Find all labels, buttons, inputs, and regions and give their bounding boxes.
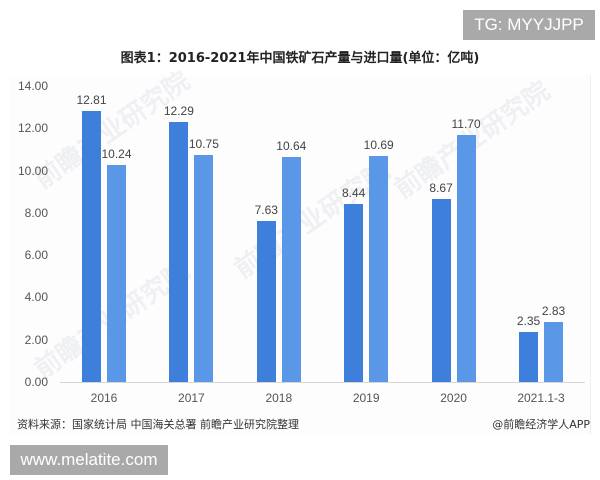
data-label: 2.35 bbox=[516, 314, 541, 329]
x-tick-label: 2020 bbox=[440, 391, 467, 405]
site-watermark-badge: www.melatite.com bbox=[10, 445, 168, 475]
y-tick-label: 2.00 bbox=[24, 332, 48, 347]
source-note: 资料来源：国家统计局 中国海关总署 前瞻产业研究院整理 bbox=[17, 418, 299, 431]
chart-title: 图表1：2016-2021年中国铁矿石产量与进口量(单位：亿吨) bbox=[120, 51, 480, 66]
y-tick-label: 14.00 bbox=[17, 79, 48, 93]
bar-production bbox=[431, 198, 451, 382]
y-tick-label: 12.00 bbox=[17, 121, 48, 136]
bar-import bbox=[369, 155, 389, 382]
y-tick-label: 4.00 bbox=[24, 290, 48, 305]
tg-watermark-badge: TG: MYYJJPP bbox=[463, 10, 595, 40]
credit-note: @前瞻经济学人APP bbox=[492, 418, 590, 431]
y-tick-label: 10.00 bbox=[17, 163, 48, 178]
data-label: 2.83 bbox=[541, 304, 566, 319]
data-label: 10.24 bbox=[101, 147, 132, 162]
y-tick-label: 8.00 bbox=[24, 205, 48, 220]
bar-import bbox=[107, 165, 126, 382]
bar-import bbox=[456, 134, 476, 382]
data-label: 7.63 bbox=[254, 202, 278, 217]
data-label: 10.64 bbox=[276, 139, 307, 154]
data-label: 8.67 bbox=[429, 180, 453, 195]
bar-production bbox=[82, 111, 101, 382]
y-tick-label: 6.00 bbox=[24, 248, 48, 263]
bar-production bbox=[256, 220, 276, 382]
bar-import bbox=[281, 157, 301, 382]
x-tick-label: 2016 bbox=[90, 391, 118, 405]
bar-import bbox=[544, 322, 563, 382]
x-tick-label: 2018 bbox=[265, 391, 293, 405]
bar-import bbox=[194, 154, 214, 382]
data-label: 11.70 bbox=[451, 116, 481, 131]
data-label: 12.29 bbox=[163, 104, 194, 119]
bar-production bbox=[169, 122, 189, 382]
data-label: 10.69 bbox=[363, 137, 394, 152]
data-label: 12.81 bbox=[76, 93, 107, 108]
x-axis-line bbox=[60, 382, 585, 383]
x-tick-label: 2017 bbox=[178, 391, 205, 405]
bar-production bbox=[519, 332, 538, 382]
data-label: 10.75 bbox=[188, 136, 219, 151]
y-tick-label: 0.00 bbox=[24, 375, 48, 389]
x-tick-label: 2021.1-3 bbox=[517, 391, 565, 405]
data-label: 8.44 bbox=[342, 185, 366, 200]
bar-production bbox=[344, 203, 364, 382]
x-tick-label: 2019 bbox=[352, 391, 380, 405]
